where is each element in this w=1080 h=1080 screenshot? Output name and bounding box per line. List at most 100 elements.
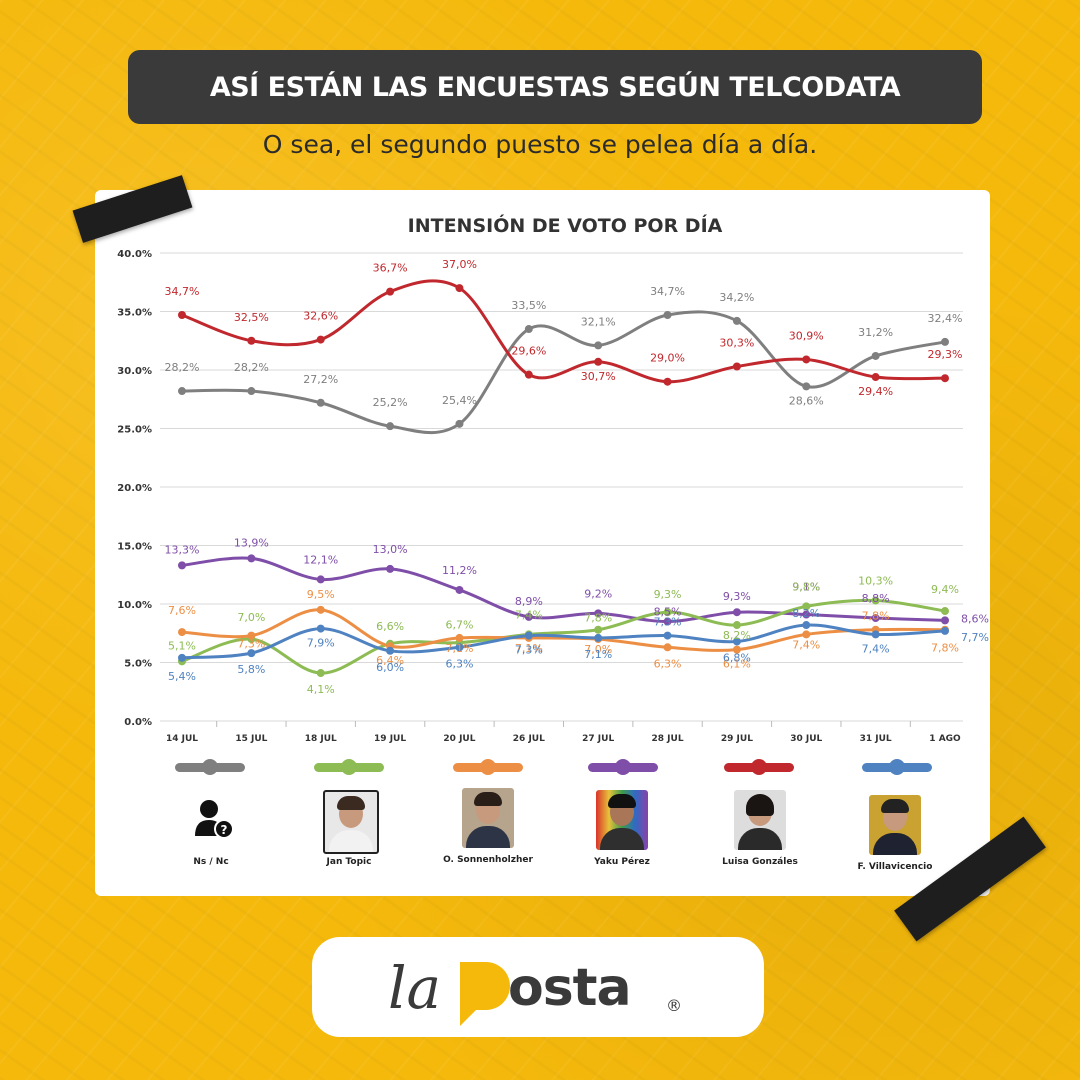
data-label: 8,9% [515,595,543,608]
x-tick-label: 29 JUL [721,734,753,744]
legend-marker [341,759,357,775]
data-point [941,616,949,625]
data-point [247,631,256,640]
data-point [871,630,880,639]
svg-text:?: ? [221,823,228,837]
data-label: 6,1% [723,658,751,671]
data-point [941,607,949,616]
data-point [941,626,949,635]
logo-registered: ® [666,996,682,1015]
x-tick-label: 15 JUL [235,734,267,744]
data-point [386,287,395,296]
data-label: 7,8% [584,612,612,625]
data-label: 7,4% [862,642,890,655]
data-point [316,605,325,614]
data-point [316,335,325,344]
legend-name-ns-nc: Ns / Nc [193,857,229,867]
data-label: 7,9% [307,637,335,650]
data-label: 7,8% [862,610,890,623]
data-label: 32,5% [234,311,269,324]
legend-name-villavicencio: F. Villavicencio [857,862,933,872]
data-label: 6,0% [376,661,404,674]
data-label: 9,1% [792,581,820,594]
data-point [871,596,880,605]
data-point [455,643,464,652]
x-tick-label: 30 JUL [790,734,822,744]
legend-marker [202,759,218,775]
data-label: 8,2% [723,629,751,642]
y-tick-label: 40.0% [117,249,152,260]
data-point [732,645,741,654]
data-label: 30,3% [719,336,754,349]
x-tick-label: 27 JUL [582,734,614,744]
data-label: 7,8% [931,642,959,655]
data-label: 7,7% [961,631,989,644]
data-label: 32,6% [303,310,338,323]
series-line-5 [181,623,946,660]
x-tick-label: 20 JUL [443,734,475,744]
data-label: 10,3% [858,574,893,587]
data-point [663,608,672,617]
data-label: 9,5% [307,588,335,601]
data-point [663,311,672,320]
data-point [802,610,811,619]
legend-name-jan-topic: Jan Topic [326,857,372,867]
data-label: 29,6% [511,345,546,358]
data-point [178,653,186,662]
y-tick-label: 30.0% [117,366,152,377]
data-label: 8,6% [961,612,989,625]
y-tick-label: 10.0% [117,600,152,611]
data-label: 7,3% [654,616,682,629]
data-point [594,609,603,618]
data-point [247,649,256,658]
data-label: 32,1% [581,315,616,328]
legend-marker [751,759,767,775]
data-label: 6,6% [376,620,404,633]
data-point [594,357,603,366]
series-line-3 [181,598,946,675]
logo-osta: osta [508,958,632,1018]
data-label: 34,7% [650,285,685,298]
data-point [594,633,603,642]
data-label: 11,2% [442,564,477,577]
data-label: 33,5% [511,299,546,312]
y-tick-label: 15.0% [117,542,152,553]
series-line-1 [181,279,946,384]
data-point [455,633,464,642]
data-label: 31,2% [858,326,893,339]
data-label: 30,7% [581,370,616,383]
data-point [732,608,741,617]
data-point [594,625,603,634]
x-tick-label: 14 JUL [166,734,198,744]
y-tick-label: 25.0% [117,425,152,436]
data-point [871,351,880,360]
data-point [316,669,325,678]
data-label: 25,2% [373,396,408,409]
page-subtitle: O sea, el segundo puesto se pelea día a … [262,130,818,159]
brand-logo: la osta ® [388,952,688,1026]
data-label: 6,7% [445,619,473,632]
data-label: 34,7% [165,285,200,298]
photo-yaku-perez [596,790,648,850]
data-point [247,387,256,396]
data-label: 7,4% [515,608,543,621]
data-label: 28,2% [165,361,200,374]
legend-marker [889,759,905,775]
legend-name-luisa-gonzales: Luisa Gonzáles [722,857,798,867]
data-point [663,377,672,386]
data-point [455,585,464,594]
data-label: 29,0% [650,352,685,365]
data-label: 7,1% [584,648,612,661]
data-point [594,341,603,350]
data-point [732,621,741,630]
data-label: 34,2% [719,291,754,304]
data-label: 13,9% [234,536,269,549]
data-label: 9,4% [931,583,959,596]
photo-sonnenholzher [462,788,514,848]
data-point [178,387,186,396]
data-point [732,637,741,646]
data-label: 7,0% [584,643,612,656]
data-point [247,554,256,563]
data-point [802,355,811,364]
data-label: 9,3% [654,588,682,601]
